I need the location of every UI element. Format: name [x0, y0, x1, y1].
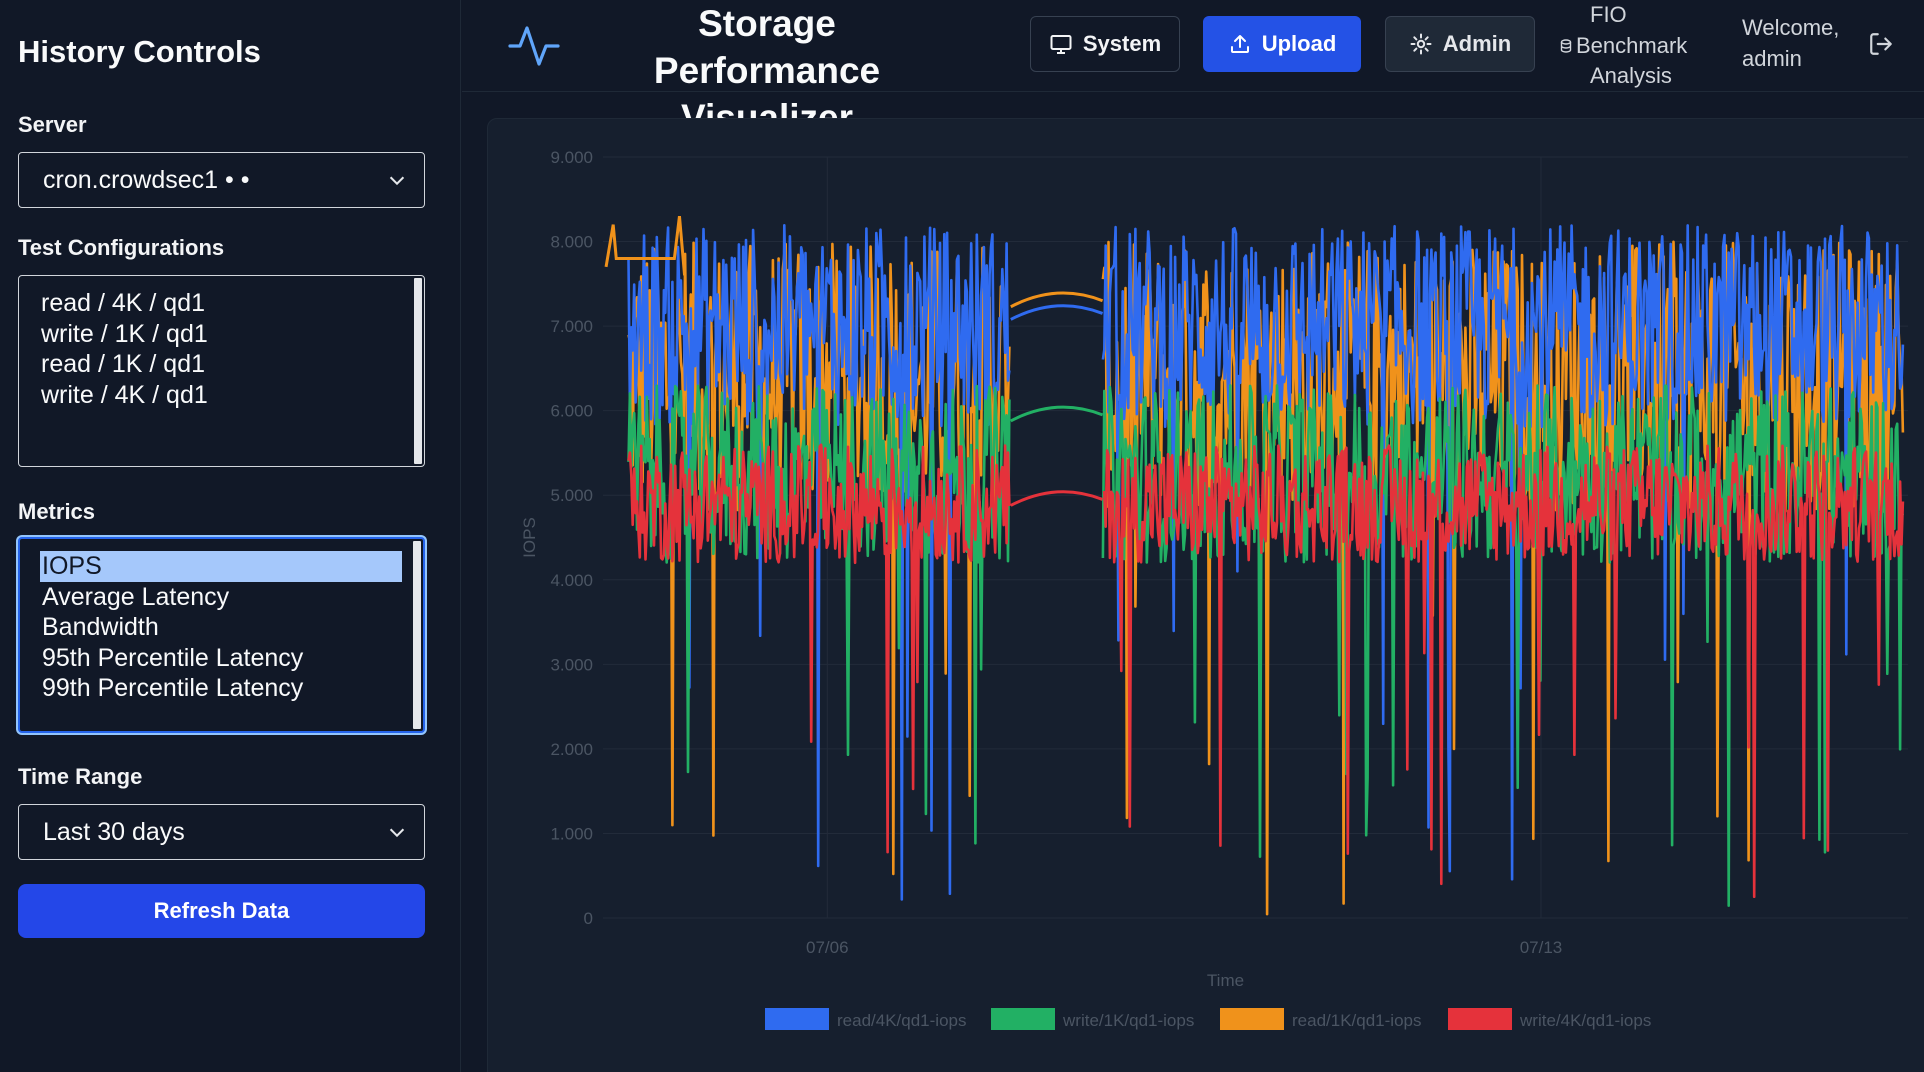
legend-label: read/1K/qd1-iops [1292, 1011, 1421, 1030]
y-tick-label: 6.000 [550, 402, 593, 421]
time-range-value: Last 30 days [43, 817, 185, 846]
test-config-option[interactable]: write / 1K / qd1 [41, 319, 208, 348]
y-tick-label: 8.000 [550, 233, 593, 252]
server-select[interactable]: cron.crowdsec1 • • [18, 152, 425, 208]
refresh-data-button[interactable]: Refresh Data [18, 884, 425, 938]
upload-button-label: Upload [1261, 31, 1337, 56]
fio-line3: Analysis [1590, 63, 1672, 88]
x-tick-label: 07/13 [1520, 938, 1563, 957]
legend-swatch [1448, 1008, 1512, 1030]
gear-icon [1410, 33, 1432, 55]
metrics-label: Metrics [18, 499, 96, 524]
legend-swatch [765, 1008, 829, 1030]
series-line-read-4K-qd1-iops [627, 224, 1011, 901]
series-line-write-4K-qd1-iops [1102, 444, 1905, 898]
series-line-read-4K-qd1-iops [1101, 224, 1905, 881]
y-tick-label: 1.000 [550, 824, 593, 843]
iops-line-chart: 0 1.000 2.000 3.000 4.000 5.000 6.000 7.000 8.00… [520, 148, 1908, 1030]
y-tick-label: 7.000 [550, 317, 593, 336]
x-tick-label: 07/06 [806, 938, 849, 957]
test-config-listbox[interactable]: read / 4K / qd1 write / 1K / qd1 read / … [18, 275, 425, 467]
tests-label: Test Configurations [18, 235, 225, 260]
y-tick-label: 9.000 [550, 148, 593, 167]
x-axis-label: Time [1207, 971, 1244, 990]
monitor-icon [1050, 35, 1072, 54]
sidebar-title: History Controls [18, 34, 261, 69]
legend-item[interactable]: write/1K/qd1-iops [991, 1008, 1194, 1030]
system-button[interactable]: System [1030, 16, 1180, 72]
series-gap-line [1010, 291, 1104, 309]
activity-pulse-icon [508, 26, 560, 66]
series-line-read-1K-qd1-iops [1101, 240, 1905, 916]
y-tick-label: 0 [584, 909, 593, 928]
time-range-label: Time Range [18, 764, 143, 789]
chevron-down-icon [389, 176, 405, 186]
app-title: Storage Performance Visualizer [653, 3, 881, 138]
legend-label: write/1K/qd1-iops [1062, 1011, 1194, 1030]
y-tick-label: 3.000 [550, 655, 593, 674]
metric-option[interactable]: Average Latency [42, 582, 230, 611]
legend-item[interactable]: read/4K/qd1-iops [765, 1008, 966, 1030]
metrics-listbox[interactable]: IOPS Average Latency Bandwidth 95th Perc… [18, 537, 425, 733]
test-config-option[interactable]: write / 4K / qd1 [41, 380, 208, 409]
legend-item[interactable]: read/1K/qd1-iops [1220, 1008, 1421, 1030]
welcome-text: Welcome, admin [1742, 13, 1839, 74]
legend-swatch [1220, 1008, 1284, 1030]
admin-button-label: Admin [1442, 31, 1512, 56]
test-config-option[interactable]: read / 1K / qd1 [41, 350, 206, 378]
metric-option[interactable]: Bandwidth [42, 613, 159, 641]
welcome-user: admin [1742, 45, 1802, 71]
test-config-option[interactable]: read / 4K / qd1 [41, 289, 206, 317]
legend-item[interactable]: write/4K/qd1-iops [1448, 1008, 1651, 1030]
upload-icon [1230, 35, 1249, 53]
database-icon [1560, 39, 1572, 53]
system-button-label: System [1082, 31, 1162, 56]
metric-option[interactable]: 95th Percentile Latency [42, 643, 304, 672]
listbox-scrollbar[interactable] [413, 541, 421, 729]
header: Storage Performance Visualizer System Up… [462, 0, 1924, 138]
server-label: Server [18, 112, 87, 137]
series-gap-line [1010, 490, 1104, 507]
legend-label: write/4K/qd1-iops [1519, 1011, 1651, 1030]
series-line-write-4K-qd1-iops [627, 443, 1011, 854]
welcome-line1: Welcome, [1742, 15, 1840, 40]
chevron-down-icon [389, 828, 405, 838]
metric-option-selected[interactable]: IOPS [40, 551, 402, 582]
fio-line2: Benchmark [1576, 32, 1688, 58]
series-gap-line [1010, 304, 1104, 321]
admin-button[interactable]: Admin [1385, 16, 1535, 72]
logout-icon[interactable] [1868, 31, 1894, 57]
upload-button[interactable]: Upload [1203, 16, 1361, 72]
y-tick-label: 4.000 [550, 571, 593, 590]
chart-card: 0 1.000 2.000 3.000 4.000 5.000 6.000 7.000 8.00… [487, 118, 1924, 1072]
y-tick-label: 5.000 [550, 486, 593, 505]
listbox-scrollbar[interactable] [414, 278, 422, 464]
metric-option[interactable]: 99th Percentile Latency [42, 674, 304, 702]
legend-label: read/4K/qd1-iops [837, 1011, 966, 1030]
legend-swatch [991, 1008, 1055, 1030]
fio-line1: FIO [1590, 2, 1627, 27]
sidebar: History Controls Server cron.crowdsec1 •… [0, 0, 461, 1072]
y-tick-label: 2.000 [550, 740, 593, 759]
fio-benchmark-nav[interactable]: FIO Benchmark Analysis [1556, 0, 1706, 92]
series-line-read-1K-qd1-early [604, 216, 687, 276]
y-axis-label: IOPS [520, 517, 539, 558]
time-range-select[interactable]: Last 30 days [18, 804, 425, 860]
server-select-value: cron.crowdsec1 • • [43, 165, 250, 194]
series-gap-line [1010, 405, 1104, 423]
